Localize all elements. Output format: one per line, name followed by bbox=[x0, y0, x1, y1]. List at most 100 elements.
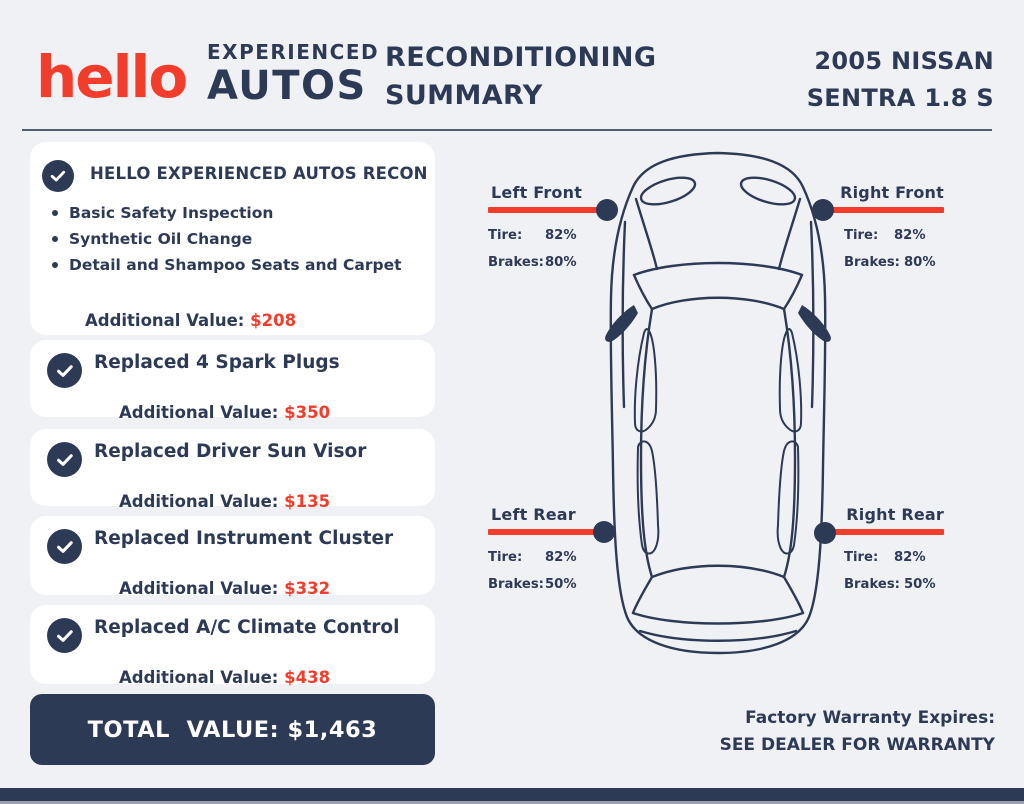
check-circle-icon bbox=[47, 353, 82, 388]
vehicle-line2: SENTRA 1.8 S bbox=[806, 84, 994, 112]
additional-value-label: Additional Value: bbox=[118, 579, 285, 598]
list-item: Synthetic Oil Change bbox=[52, 226, 402, 252]
tire-stat: Tire: 82% bbox=[844, 222, 944, 249]
rear-deck bbox=[631, 611, 805, 625]
tire-value: 82% bbox=[894, 550, 926, 565]
brakes-value: 50% bbox=[904, 577, 936, 592]
c-pillar-left bbox=[631, 575, 654, 615]
corner-label: Left Rear bbox=[491, 505, 576, 524]
brakes-value: 80% bbox=[904, 255, 936, 270]
additional-value-label: Additional Value: bbox=[118, 492, 285, 511]
window-rear-left bbox=[636, 440, 660, 555]
wheel-dot-left-front bbox=[596, 199, 618, 221]
additional-value-amount: $208 bbox=[250, 311, 297, 330]
recon-card: Replaced Driver Sun Visor Additional Val… bbox=[30, 429, 435, 511]
tire-label: Tire: bbox=[844, 228, 879, 243]
headlight-left bbox=[639, 176, 697, 206]
cowl-line bbox=[632, 261, 804, 277]
total-value-label: TOTAL VALUE: bbox=[87, 716, 288, 743]
additional-value-label: Additional Value: bbox=[118, 403, 285, 422]
additional-value: Additional Value: $332 bbox=[96, 560, 330, 617]
wheel-dot-left-rear bbox=[593, 521, 615, 543]
corner-label: Right Front bbox=[840, 183, 944, 202]
additional-value: Additional Value: $208 bbox=[62, 292, 296, 349]
check-circle-icon bbox=[47, 618, 82, 653]
total-value-banner: TOTAL VALUE: $1,463 bbox=[30, 694, 435, 765]
brakes-value: 80% bbox=[545, 255, 577, 270]
warranty-line1: Factory Warranty Expires: bbox=[745, 708, 995, 728]
car-body-outline bbox=[609, 151, 827, 655]
tire-value: 82% bbox=[545, 228, 577, 243]
rear-window bbox=[650, 564, 786, 579]
page-title-line2: SUMMARY bbox=[385, 80, 543, 111]
recon-main-card: HELLO EXPERIENCED AUTOS RECON Basic Safe… bbox=[30, 142, 435, 335]
recon-card-title: Replaced Instrument Cluster bbox=[94, 528, 394, 549]
hood-crease-left bbox=[634, 197, 659, 271]
logo-experienced: EXPERIENCED bbox=[207, 40, 380, 64]
mirror-right bbox=[798, 305, 831, 342]
page-title: RECONDITIONING SUMMARY bbox=[385, 39, 656, 115]
windshield-top bbox=[650, 296, 786, 311]
window-rear-right bbox=[776, 440, 800, 555]
a-pillar-right bbox=[782, 273, 804, 311]
brake-stat: Brakes: 50% bbox=[488, 571, 613, 598]
list-item: Basic Safety Inspection bbox=[52, 200, 402, 226]
list-item-label: Synthetic Oil Change bbox=[69, 230, 253, 248]
recon-card: Replaced 4 Spark Plugs Additional Value:… bbox=[30, 340, 435, 422]
check-circle-icon bbox=[47, 442, 82, 477]
warranty-note: Factory Warranty Expires: SEE DEALER FOR… bbox=[720, 705, 995, 759]
vehicle-line1: 2005 NISSAN bbox=[814, 47, 994, 75]
total-value-amount: $1,463 bbox=[287, 716, 378, 743]
logo-hello: hello bbox=[36, 43, 188, 111]
additional-value-label: Additional Value: bbox=[84, 311, 251, 330]
tire-stat: Tire: 82% bbox=[844, 544, 944, 571]
logo-autos: AUTOS bbox=[207, 63, 367, 109]
corner-right-front: Right Front Tire: 82% Brakes: 80% bbox=[831, 183, 944, 276]
wheel-dot-right-rear bbox=[814, 522, 836, 544]
check-circle-icon bbox=[42, 160, 74, 192]
headlight-right bbox=[739, 176, 797, 206]
additional-value-amount: $438 bbox=[284, 668, 331, 687]
bullet-icon bbox=[52, 236, 58, 242]
additional-value: Additional Value: $350 bbox=[96, 384, 330, 441]
list-item-label: Detail and Shampoo Seats and Carpet bbox=[69, 256, 402, 274]
bottom-edge bbox=[0, 801, 1024, 804]
additional-value-amount: $332 bbox=[284, 579, 331, 598]
recon-card-title: Replaced A/C Climate Control bbox=[94, 617, 400, 638]
brakes-label: Brakes: bbox=[844, 255, 900, 270]
recon-card-title: Replaced Driver Sun Visor bbox=[94, 441, 367, 462]
roof-side-left bbox=[639, 307, 654, 579]
brakes-label: Brakes: bbox=[488, 255, 544, 270]
brakes-value: 50% bbox=[545, 577, 577, 592]
tire-label: Tire: bbox=[844, 550, 879, 565]
tire-stat: Tire: 82% bbox=[488, 544, 613, 571]
brakes-label: Brakes: bbox=[844, 577, 900, 592]
logo-wordmark: EXPERIENCED AUTOS bbox=[207, 41, 379, 109]
callout-line bbox=[488, 529, 602, 535]
wheel-dot-right-front bbox=[812, 199, 834, 221]
corner-stats: Tire: 82% Brakes: 80% bbox=[488, 222, 613, 276]
corner-left-front: Left Front Tire: 82% Brakes: 80% bbox=[488, 183, 613, 276]
callout-line bbox=[488, 207, 602, 213]
corner-stats: Tire: 82% Brakes: 50% bbox=[831, 544, 944, 598]
additional-value: Additional Value: $438 bbox=[96, 649, 330, 706]
tire-label: Tire: bbox=[488, 550, 523, 565]
additional-value: Additional Value: $135 bbox=[96, 473, 330, 530]
callout-line bbox=[831, 529, 944, 535]
corner-stats: Tire: 82% Brakes: 80% bbox=[831, 222, 944, 276]
rear-bumper bbox=[638, 629, 798, 642]
tire-value: 82% bbox=[545, 550, 577, 565]
c-pillar-right bbox=[782, 575, 805, 615]
brakes-label: Brakes: bbox=[488, 577, 544, 592]
brake-stat: Brakes: 50% bbox=[844, 571, 944, 598]
brake-stat: Brakes: 80% bbox=[844, 249, 944, 276]
window-front-right bbox=[778, 328, 803, 433]
callout-line bbox=[831, 207, 944, 213]
roof-side-right bbox=[782, 307, 797, 579]
hood-crease-right bbox=[777, 197, 802, 271]
car-top-view-diagram bbox=[605, 151, 831, 655]
bullet-icon bbox=[52, 262, 58, 268]
mirror-left bbox=[605, 305, 638, 342]
additional-value-label: Additional Value: bbox=[118, 668, 285, 687]
